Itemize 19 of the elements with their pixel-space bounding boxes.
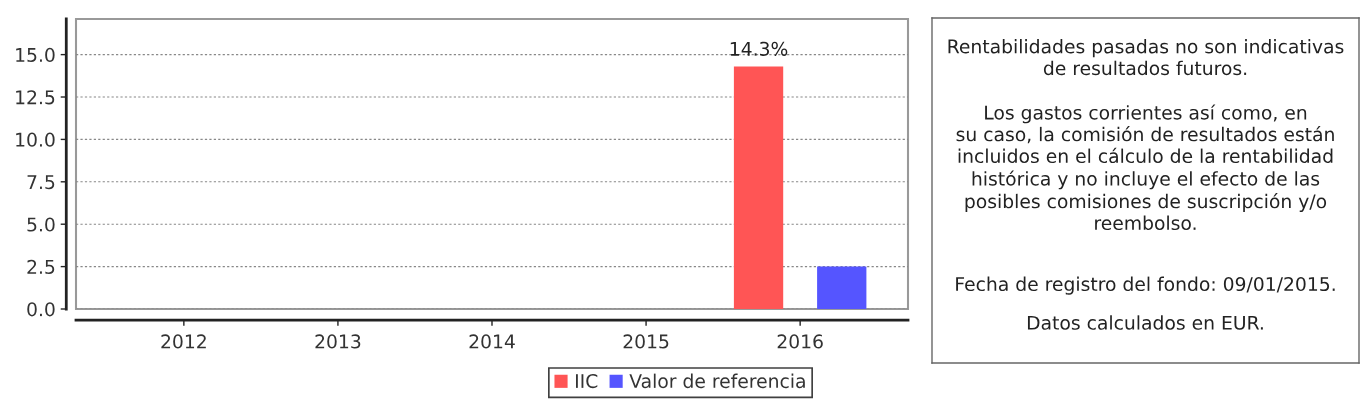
- y-tick-label: 2.5: [27, 259, 55, 274]
- data-label: 14.3%: [730, 41, 788, 56]
- x-tick-label: 2016: [777, 334, 823, 349]
- y-tick-label: 7.5: [27, 175, 55, 190]
- y-tick-label: 5.0: [27, 217, 55, 232]
- text: Rentabilidades pasadas no son indicativas de resultados futuros.: [948, 39, 1344, 76]
- y-tick-label: 12.5: [16, 90, 55, 105]
- legend-label: Valor de referencia: [629, 373, 805, 389]
- x-tick-label: 2014: [469, 334, 515, 349]
- x-tick-label: 2015: [623, 334, 669, 349]
- y-tick-label: 15.0: [16, 47, 55, 62]
- y-tick-label: 10.0: [16, 132, 55, 147]
- y-tick-label: 0.0: [27, 302, 55, 317]
- x-tick-label: 2013: [315, 334, 361, 349]
- x-tick-label: 2012: [161, 334, 206, 349]
- text: Datos calculados en EUR.: [1027, 315, 1263, 330]
- text: Fecha de registro del fondo: 09/01/2015.: [956, 276, 1335, 295]
- text: Los gastos corrientes así como, en su caso, la comisión de resultados están incluidos en el cálculo de la rentabilidad histórica y no incluye el efecto de las posibles comisiones de suscripción y/o reembolso.: [956, 104, 1334, 231]
- legend-label: IIC: [575, 373, 598, 389]
